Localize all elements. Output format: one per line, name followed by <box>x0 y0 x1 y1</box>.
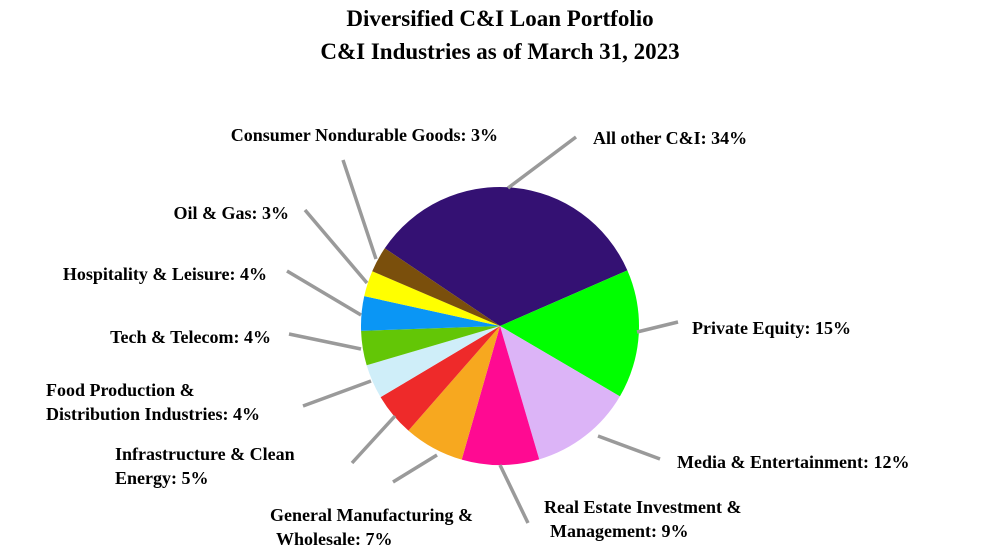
slice-label: All other C&I: 34% <box>593 128 747 148</box>
pie-slice <box>366 326 500 398</box>
slice-label-line: Private Equity: 15% <box>692 318 851 338</box>
leader-line <box>286 269 362 317</box>
pie-slice <box>361 326 500 366</box>
leader-line <box>288 332 362 351</box>
slice-label: Real Estate Investment & Management: 9% <box>544 497 741 541</box>
slice-labels: All other C&I: 34% Private Equity: 15% Med… <box>46 125 909 549</box>
slice-label: Tech & Telecom: 4% <box>110 327 271 347</box>
pie-slice <box>408 326 500 460</box>
slice-label: Food Production & Distribution Industries… <box>46 380 260 424</box>
slice-label-line: Consumer Nondurable Goods: 3% <box>231 125 498 145</box>
leader-line <box>636 320 679 334</box>
slice-label-line: Distribution Industries: 4% <box>46 404 260 424</box>
slice-label-line: General Manufacturing & <box>270 505 473 525</box>
chart-subtitle: C&I Industries as of March 31, 2023 <box>320 39 680 64</box>
pie-slices <box>360 186 639 466</box>
pie-slice <box>500 270 639 397</box>
slice-label-line: Management: 9% <box>550 521 688 541</box>
slice-label-line: Energy: 5% <box>115 468 209 488</box>
leader-line <box>350 414 397 465</box>
slice-label-line: Infrastructure & Clean <box>115 444 295 464</box>
pie-slice <box>461 326 540 466</box>
leader-line <box>302 379 372 408</box>
slice-label: Hospitality & Leisure: 4% <box>63 264 267 284</box>
slice-label-line: Food Production & <box>46 380 195 400</box>
pie-slice <box>500 326 620 460</box>
slice-label-line: Tech & Telecom: 4% <box>110 327 271 347</box>
leader-lines <box>286 135 679 524</box>
slice-label: Consumer Nondurable Goods: 3% <box>231 125 498 145</box>
slice-label: Media & Entertainment: 12% <box>677 452 909 472</box>
leader-line <box>506 135 578 190</box>
pie-slice <box>364 271 500 326</box>
pie-slice <box>384 186 628 326</box>
slice-label-line: Wholesale: 7% <box>276 529 393 549</box>
slice-label: Infrastructure & Clean Energy: 5% <box>115 444 295 488</box>
slice-label-line: All other C&I: 34% <box>593 128 747 148</box>
leader-line <box>498 464 530 524</box>
slice-label-line: Media & Entertainment: 12% <box>677 452 909 472</box>
slice-label: Oil & Gas: 3% <box>174 203 290 223</box>
pie-slice <box>360 296 500 331</box>
leader-line <box>341 159 378 260</box>
slice-label-line: Oil & Gas: 3% <box>174 203 290 223</box>
pie-slice <box>372 248 500 326</box>
slice-label-line: Hospitality & Leisure: 4% <box>63 264 267 284</box>
slice-label: General Manufacturing & Wholesale: 7% <box>270 505 473 549</box>
leader-line <box>303 208 369 285</box>
slice-label-line: Real Estate Investment & <box>544 497 741 517</box>
pie-slice <box>380 326 500 431</box>
leader-line <box>597 434 661 461</box>
leader-line <box>392 453 438 484</box>
chart-title: Diversified C&I Loan Portfolio <box>346 6 654 31</box>
slice-label: Private Equity: 15% <box>692 318 851 338</box>
